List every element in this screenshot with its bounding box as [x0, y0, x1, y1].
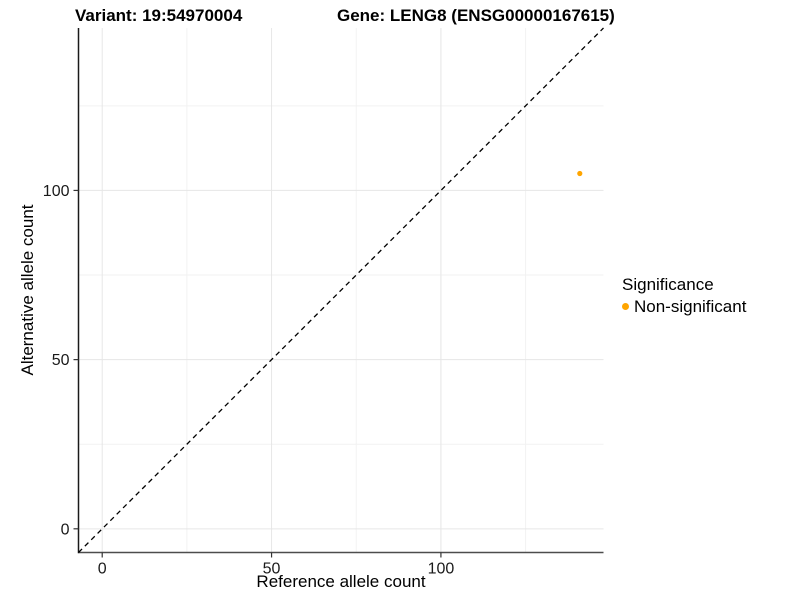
legend-entry-label: Non-significant — [634, 297, 747, 316]
identity-line — [78, 27, 604, 553]
legend-title: Significance — [622, 275, 714, 294]
legend-key-dot-icon — [622, 303, 629, 310]
data-point — [577, 170, 583, 177]
y-axis-title: Alternative allele count — [18, 204, 37, 376]
x-tick-label: 50 — [263, 561, 281, 578]
x-axis-title: Reference allele count — [256, 572, 426, 591]
y-tick-label: 0 — [61, 521, 70, 538]
legend-entry: Non-significant — [622, 296, 746, 317]
y-tick-label: 50 — [52, 352, 70, 369]
plot-title-variant: Variant: 19:54970004 — [75, 6, 243, 25]
plot-title-gene: Gene: LENG8 (ENSG00000167615) — [337, 6, 615, 25]
x-tick-label: 100 — [428, 561, 455, 578]
legend: Significance Non-significant — [622, 274, 746, 317]
y-tick-label: 100 — [43, 183, 70, 200]
x-tick-label: 0 — [98, 561, 107, 578]
